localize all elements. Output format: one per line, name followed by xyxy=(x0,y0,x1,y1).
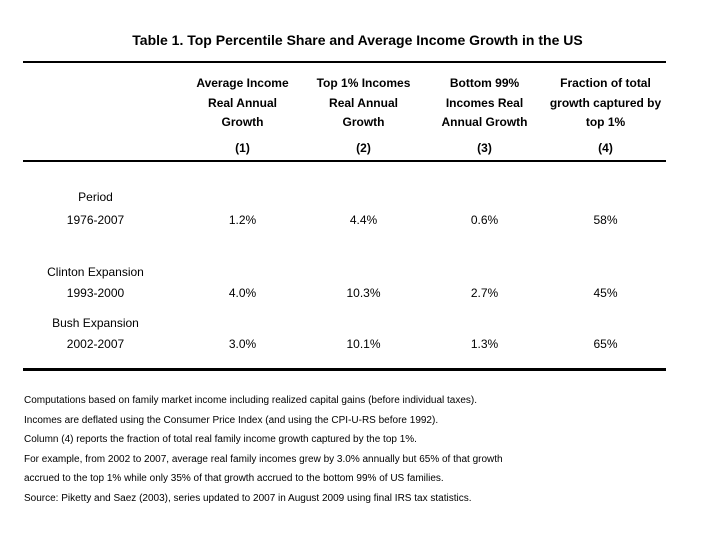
column-header-avg-income: Average Income Real Annual Growth xyxy=(182,74,303,133)
table-cell: 2.7% xyxy=(470,286,499,300)
table-bottom-rule xyxy=(23,368,666,371)
table-cell: 1.3% xyxy=(470,337,499,351)
column-number-3: (3) xyxy=(477,141,492,155)
column-number-2: (2) xyxy=(356,141,371,155)
table-cell: 65% xyxy=(593,337,618,351)
footnotes: Computations based on family market inco… xyxy=(24,391,694,509)
header-line: Bottom 99% xyxy=(449,76,520,90)
table-header-row: Average Income Real Annual Growth Top 1%… xyxy=(23,74,666,133)
column-number-4: (4) xyxy=(598,141,613,155)
table-cell: 3.0% xyxy=(228,337,257,351)
table-cell: 4.4% xyxy=(349,213,378,227)
table-cell: 10.1% xyxy=(346,337,381,351)
header-line: Real Annual xyxy=(329,95,398,110)
header-line: Fraction of total xyxy=(560,76,651,90)
row-label: Period xyxy=(78,190,113,204)
footnote-line-3: Column (4) reports the fraction of total… xyxy=(24,434,417,446)
table-cell: 45% xyxy=(593,286,618,300)
header-line: Incomes Real xyxy=(445,95,524,110)
footnote-line-2: Incomes are deflated using the Consumer … xyxy=(24,414,439,426)
header-line: top 1% xyxy=(585,115,626,129)
table-header-rule xyxy=(23,160,666,162)
table-top-rule xyxy=(23,61,666,63)
row-period: 2002-2007 xyxy=(66,337,125,351)
column-number-1: (1) xyxy=(235,141,250,155)
footnote-line-4: For example, from 2002 to 2007, average … xyxy=(24,453,503,465)
row-bush-label: Bush Expansion xyxy=(23,312,666,334)
row-period-data: 1976-2007 1.2% 4.4% 0.6% 58% xyxy=(23,209,666,231)
table-cell: 4.0% xyxy=(228,286,257,300)
column-header-bottom99-income: Bottom 99% Incomes Real Annual Growth xyxy=(424,74,545,133)
header-line: Annual Growth xyxy=(441,115,528,129)
row-period-label: Period xyxy=(23,186,666,208)
number-spacer xyxy=(23,140,182,156)
table-cell: 1.2% xyxy=(228,213,257,227)
footnote-line-6: Source: Piketty and Saez (2003), series … xyxy=(24,492,472,504)
row-label: Clinton Expansion xyxy=(47,265,144,279)
column-header-fraction-top1: Fraction of total growth captured by top… xyxy=(545,74,666,133)
table-cell: 10.3% xyxy=(346,286,381,300)
header-spacer xyxy=(23,74,182,133)
table-cell: 0.6% xyxy=(470,213,499,227)
footnote-line-1: Computations based on family market inco… xyxy=(24,395,478,406)
row-clinton-data: 1993-2000 4.0% 10.3% 2.7% 45% xyxy=(23,282,666,304)
row-period: 1976-2007 xyxy=(66,213,125,227)
header-line: Average Income xyxy=(196,76,289,90)
header-line: Top 1% Incomes xyxy=(316,76,411,90)
header-line: growth captured by xyxy=(549,95,662,110)
header-line: Growth xyxy=(221,115,264,129)
column-number-row: (1) (2) (3) (4) xyxy=(23,140,666,156)
row-period: 1993-2000 xyxy=(66,286,125,300)
row-clinton-label: Clinton Expansion xyxy=(23,261,666,283)
header-line: Growth xyxy=(342,115,385,129)
header-line: Real Annual xyxy=(208,95,277,110)
table-title: Table 1. Top Percentile Share and Averag… xyxy=(132,32,583,48)
row-label: Bush Expansion xyxy=(52,316,139,330)
table-cell: 58% xyxy=(593,213,618,227)
column-header-top1-income: Top 1% Incomes Real Annual Growth xyxy=(303,74,424,133)
footnote-line-5: accrued to the top 1% while only 35% of … xyxy=(24,473,444,485)
row-bush-data: 2002-2007 3.0% 10.1% 1.3% 65% xyxy=(23,333,666,355)
